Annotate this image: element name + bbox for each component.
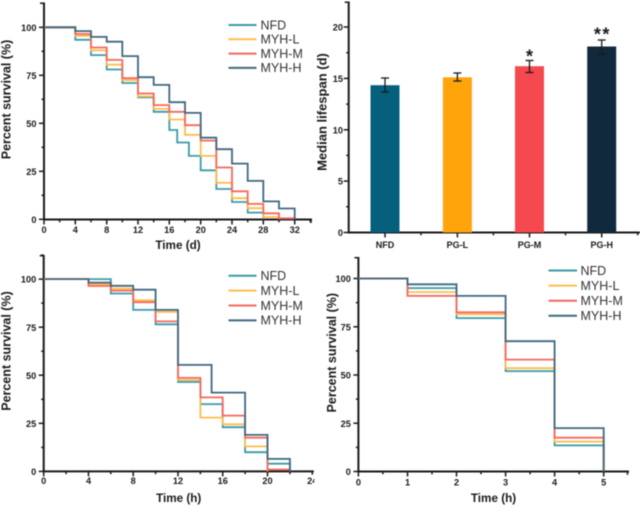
svg-text:MYH-L: MYH-L — [581, 279, 620, 293]
svg-text:MYH-L: MYH-L — [261, 33, 300, 47]
svg-text:Percent survival (%): Percent survival (%) — [0, 40, 14, 160]
svg-text:0: 0 — [356, 478, 361, 488]
svg-text:20: 20 — [262, 476, 272, 486]
svg-text:4: 4 — [73, 225, 79, 235]
svg-text:75: 75 — [341, 322, 351, 332]
svg-text:25: 25 — [26, 167, 36, 177]
svg-text:PG-M: PG-M — [518, 240, 542, 250]
svg-text:Percent survival (%): Percent survival (%) — [325, 293, 339, 413]
svg-text:12: 12 — [133, 225, 143, 235]
svg-text:PG-H: PG-H — [590, 240, 613, 250]
svg-text:MYH-L: MYH-L — [261, 284, 300, 298]
svg-text:4: 4 — [86, 476, 92, 486]
svg-text:0: 0 — [31, 215, 36, 225]
svg-text:50: 50 — [341, 371, 351, 381]
svg-text:75: 75 — [26, 71, 36, 81]
svg-text:Time (d): Time (d) — [155, 239, 200, 252]
svg-text:0: 0 — [338, 228, 343, 238]
svg-text:28: 28 — [258, 225, 268, 235]
svg-text:NFD: NFD — [261, 269, 287, 283]
svg-text:PG-L: PG-L — [447, 240, 469, 250]
svg-text:0: 0 — [41, 225, 46, 235]
svg-text:1: 1 — [405, 478, 410, 488]
svg-text:75: 75 — [26, 323, 36, 333]
svg-text:16: 16 — [218, 476, 228, 486]
svg-text:MYH-H: MYH-H — [261, 314, 302, 328]
svg-text:100: 100 — [21, 275, 36, 285]
svg-text:Time (h): Time (h) — [156, 492, 201, 505]
svg-text:4: 4 — [552, 478, 558, 488]
svg-text:NFD: NFD — [376, 240, 395, 250]
svg-text:MYH-M: MYH-M — [261, 299, 303, 313]
svg-text:NFD: NFD — [581, 264, 607, 278]
svg-text:Percent survival (%): Percent survival (%) — [0, 291, 14, 411]
svg-text:0: 0 — [346, 467, 351, 477]
svg-text:20: 20 — [333, 23, 343, 33]
svg-text:0: 0 — [31, 467, 36, 477]
svg-text:8: 8 — [131, 476, 136, 486]
svg-text:32: 32 — [290, 225, 300, 235]
svg-text:MYH-M: MYH-M — [581, 294, 623, 308]
svg-text:Time (h): Time (h) — [471, 492, 516, 505]
svg-text:Median lifespan (d): Median lifespan (d) — [315, 53, 330, 171]
svg-text:*: * — [526, 47, 533, 67]
svg-text:5: 5 — [338, 177, 343, 187]
svg-text:8: 8 — [104, 225, 109, 235]
svg-text:12: 12 — [173, 476, 183, 486]
svg-text:0: 0 — [41, 476, 46, 486]
svg-text:25: 25 — [26, 419, 36, 429]
svg-text:MYH-H: MYH-H — [581, 309, 622, 323]
svg-text:24: 24 — [307, 476, 318, 486]
svg-text:100: 100 — [336, 274, 351, 284]
svg-text:50: 50 — [26, 119, 36, 129]
svg-text:NFD: NFD — [261, 18, 287, 32]
svg-text:3: 3 — [503, 478, 508, 488]
svg-text:MYH-H: MYH-H — [261, 61, 302, 75]
svg-text:100: 100 — [21, 23, 36, 33]
svg-text:MYH-M: MYH-M — [261, 47, 303, 61]
svg-text:25: 25 — [341, 419, 351, 429]
svg-text:10: 10 — [333, 125, 343, 135]
svg-text:2: 2 — [454, 478, 459, 488]
svg-text:15: 15 — [333, 74, 343, 84]
svg-text:5: 5 — [601, 478, 606, 488]
svg-text:50: 50 — [26, 371, 36, 381]
svg-text:16: 16 — [164, 225, 174, 235]
svg-text:20: 20 — [196, 225, 206, 235]
svg-text:24: 24 — [227, 225, 238, 235]
svg-text:**: ** — [594, 25, 611, 45]
